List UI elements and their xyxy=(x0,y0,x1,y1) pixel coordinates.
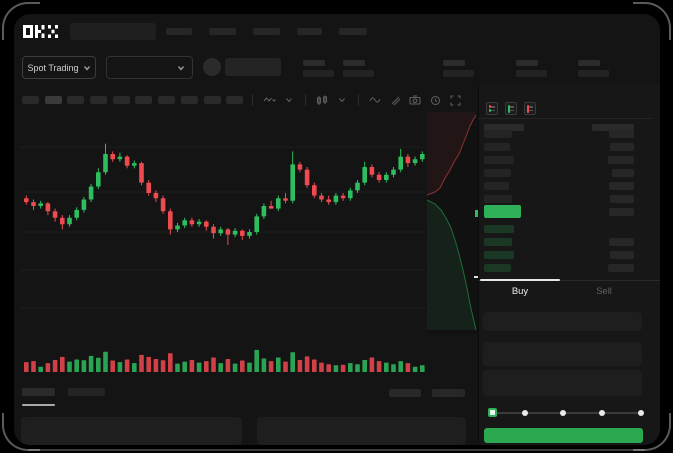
timer-icon[interactable] xyxy=(428,93,442,107)
market-type-label: Spot Trading xyxy=(27,62,79,73)
bid-row[interactable] xyxy=(484,248,634,261)
ask-row[interactable] xyxy=(484,179,634,192)
ask-row[interactable] xyxy=(484,127,634,140)
okx-logo[interactable] xyxy=(23,25,59,38)
bid-row[interactable] xyxy=(484,222,634,235)
timeframe-button[interactable] xyxy=(226,96,244,104)
ask-row[interactable] xyxy=(484,192,634,205)
bottom-action-chip[interactable] xyxy=(432,389,465,397)
line-tool-icon[interactable] xyxy=(262,93,276,107)
timeframe-button[interactable] xyxy=(67,96,85,104)
coin-icon xyxy=(203,58,221,76)
active-tab-indicator xyxy=(480,279,560,281)
nav-item[interactable] xyxy=(166,28,192,35)
bezel-bottom-edge xyxy=(28,449,645,451)
bottom-tab[interactable] xyxy=(68,388,105,396)
bottom-panel xyxy=(257,417,466,445)
bottom-action-chip[interactable] xyxy=(389,389,421,397)
timeframe-button[interactable] xyxy=(112,96,130,104)
draw-tool-icon[interactable] xyxy=(388,93,402,107)
amount-input[interactable] xyxy=(483,342,642,366)
tab-buy[interactable]: Buy xyxy=(511,286,529,297)
fullscreen-icon[interactable] xyxy=(448,93,462,107)
pair-name-placeholder xyxy=(225,58,281,76)
trade-tabs-divider xyxy=(478,280,660,281)
bottom-panel xyxy=(21,417,242,445)
bid-row[interactable] xyxy=(484,235,634,248)
timeframe-button[interactable] xyxy=(90,96,108,104)
trading-app-window: Spot Trading xyxy=(14,14,660,445)
orderbook-divider xyxy=(478,118,652,119)
bid-row[interactable] xyxy=(484,261,634,274)
timeframe-button[interactable] xyxy=(44,96,62,104)
timeframe-button[interactable] xyxy=(203,96,221,104)
nav-item[interactable] xyxy=(339,28,367,35)
bezel-corner xyxy=(2,2,40,40)
bid-rows xyxy=(484,222,634,274)
ask-row[interactable] xyxy=(484,153,634,166)
nav-item[interactable] xyxy=(253,28,280,35)
amount-percent-slider[interactable] xyxy=(488,408,644,418)
bezel-corner xyxy=(633,413,671,451)
combined-book-icon[interactable] xyxy=(486,102,498,115)
timeframe-button[interactable] xyxy=(22,96,39,104)
candlestick-chart[interactable] xyxy=(20,112,426,378)
chevron-down-icon xyxy=(177,65,185,71)
timeframe-button[interactable] xyxy=(180,96,198,104)
toolbar-divider xyxy=(305,94,307,106)
buy-submit-button[interactable] xyxy=(484,428,643,443)
total-input[interactable] xyxy=(483,370,642,396)
camera-icon[interactable] xyxy=(408,93,422,107)
toolbar-divider xyxy=(252,94,254,106)
asks-book-icon[interactable] xyxy=(524,102,536,115)
ticker-stat xyxy=(303,60,334,77)
slider-handle[interactable] xyxy=(488,408,497,417)
nav-item[interactable] xyxy=(297,28,322,35)
slider-stop[interactable] xyxy=(560,410,567,416)
search-input[interactable] xyxy=(70,23,156,40)
ask-row[interactable] xyxy=(484,140,634,153)
market-type-selector[interactable]: Spot Trading xyxy=(22,56,96,79)
tab-sell[interactable]: Sell xyxy=(596,286,612,297)
indicator-wave-icon[interactable] xyxy=(368,93,382,107)
slider-stop[interactable] xyxy=(598,410,605,416)
nav-item[interactable] xyxy=(209,28,236,35)
timeframe-button[interactable] xyxy=(158,96,176,104)
chart-toolbar xyxy=(22,92,462,108)
last-price-row xyxy=(484,204,634,219)
ticker-stat xyxy=(443,60,474,77)
orderbook-column-headers xyxy=(484,124,634,131)
orderbook-view-toggles xyxy=(486,102,536,115)
ticker-stat xyxy=(343,60,374,77)
ticker-stat xyxy=(516,60,547,77)
last-price-amount-placeholder xyxy=(609,207,634,216)
pair-dropdown[interactable] xyxy=(106,56,193,79)
depth-chart[interactable] xyxy=(426,112,478,334)
bids-book-icon[interactable] xyxy=(505,102,517,115)
bottom-tab-active[interactable] xyxy=(22,388,55,396)
timeframe-button[interactable] xyxy=(135,96,153,104)
timeframe-buttons xyxy=(22,96,244,104)
ask-row[interactable] xyxy=(484,166,634,179)
bottom-tab-underline xyxy=(22,404,55,406)
bezel-corner xyxy=(2,413,40,451)
bezel-corner xyxy=(633,2,671,40)
chevron-down-icon xyxy=(83,65,90,71)
last-price-highlight xyxy=(484,205,521,218)
slider-stop[interactable] xyxy=(638,410,644,416)
slider-stop[interactable] xyxy=(521,410,528,416)
top-nav xyxy=(166,28,367,35)
price-input[interactable] xyxy=(483,312,642,331)
toolbar-divider xyxy=(358,94,360,106)
chevron-down-icon[interactable] xyxy=(282,93,296,107)
chevron-down-icon[interactable] xyxy=(335,93,349,107)
ticker-stat xyxy=(578,60,609,77)
candle-style-icon[interactable] xyxy=(315,93,329,107)
